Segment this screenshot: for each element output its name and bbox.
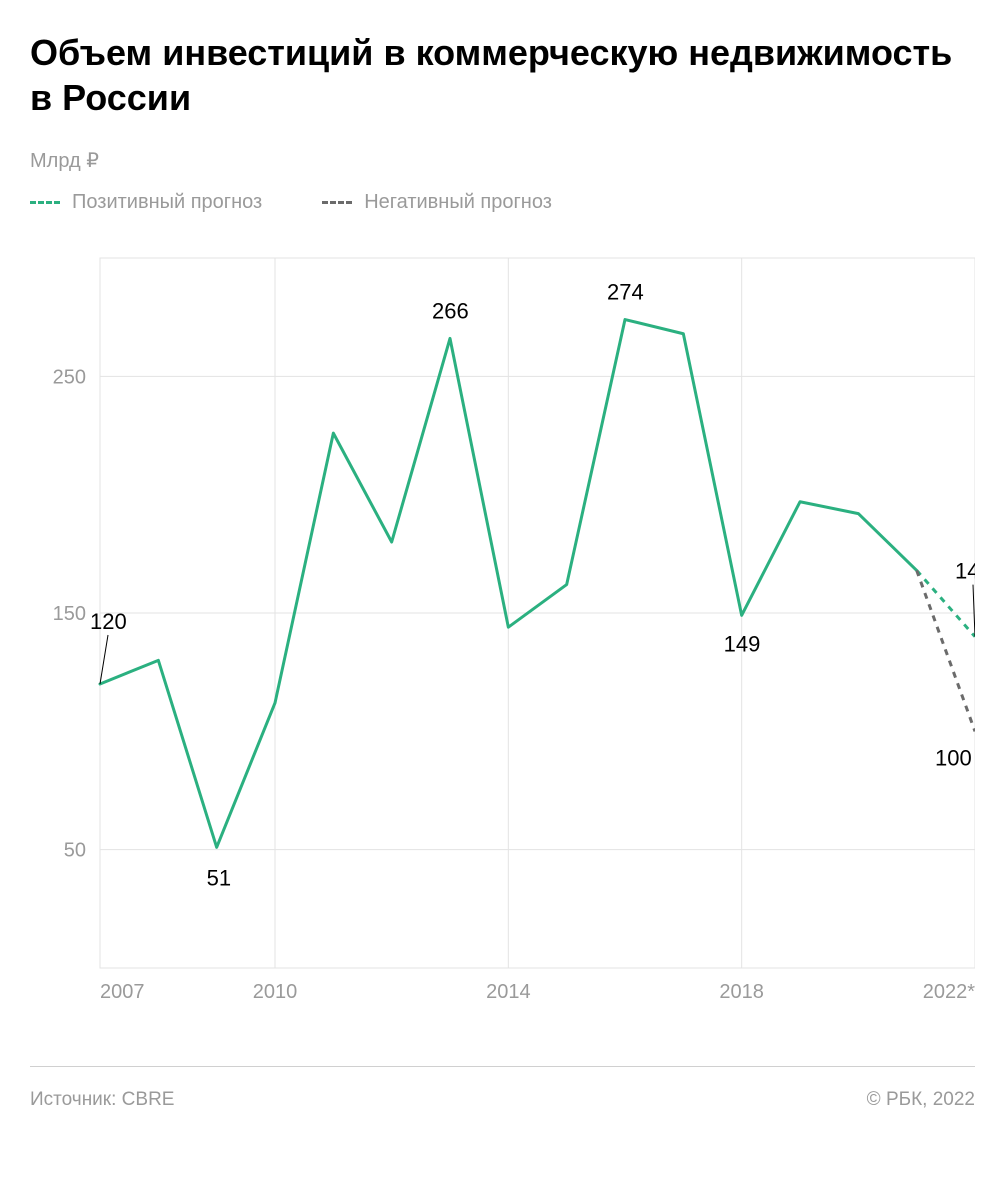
chart-title: Объем инвестиций в коммерческую недвижим… xyxy=(30,30,975,120)
series-negative-forecast xyxy=(917,570,975,731)
point-label: 266 xyxy=(432,298,469,323)
y-tick-label: 50 xyxy=(64,840,86,862)
x-tick-label: 2010 xyxy=(253,981,298,1003)
point-label: 120 xyxy=(90,609,127,634)
chart-area: 50 150 250 2007 2010 2014 2018 2022* 120 51 266 274… xyxy=(30,238,975,1038)
legend-swatch-negative xyxy=(322,201,352,204)
point-label: 274 xyxy=(607,280,644,305)
legend-swatch-positive xyxy=(30,201,60,204)
legend-label-positive: Позитивный прогноз xyxy=(72,191,262,214)
leader-line xyxy=(100,635,108,684)
footer-divider xyxy=(30,1066,975,1067)
line-chart: 50 150 250 2007 2010 2014 2018 2022* 120 51 266 274… xyxy=(30,238,975,1038)
source: Источник: CBRE xyxy=(30,1089,174,1111)
x-tick-label: 2014 xyxy=(486,981,531,1003)
footer: Источник: CBRE © РБК, 2022 xyxy=(30,1089,975,1111)
y-tick-label: 250 xyxy=(53,366,86,388)
x-tick-label: 2007 xyxy=(100,981,145,1003)
x-tick-label: 2018 xyxy=(719,981,764,1003)
x-tick-label: 2022* xyxy=(923,981,975,1003)
point-label: 140 xyxy=(955,559,975,584)
legend-label-negative: Негативный прогноз xyxy=(364,191,552,214)
point-label: 51 xyxy=(207,865,231,890)
y-tick-label: 150 xyxy=(53,603,86,625)
y-axis-unit: Млрд ₽ xyxy=(30,148,975,173)
legend: Позитивный прогноз Негативный прогноз xyxy=(30,191,975,214)
source-prefix: Источник: xyxy=(30,1089,116,1110)
point-label: 149 xyxy=(724,631,761,656)
source-name: CBRE xyxy=(122,1089,175,1110)
legend-item-negative: Негативный прогноз xyxy=(322,191,552,214)
point-label: 100 xyxy=(935,745,972,770)
legend-item-positive: Позитивный прогноз xyxy=(30,191,262,214)
copyright: © РБК, 2022 xyxy=(867,1089,975,1111)
